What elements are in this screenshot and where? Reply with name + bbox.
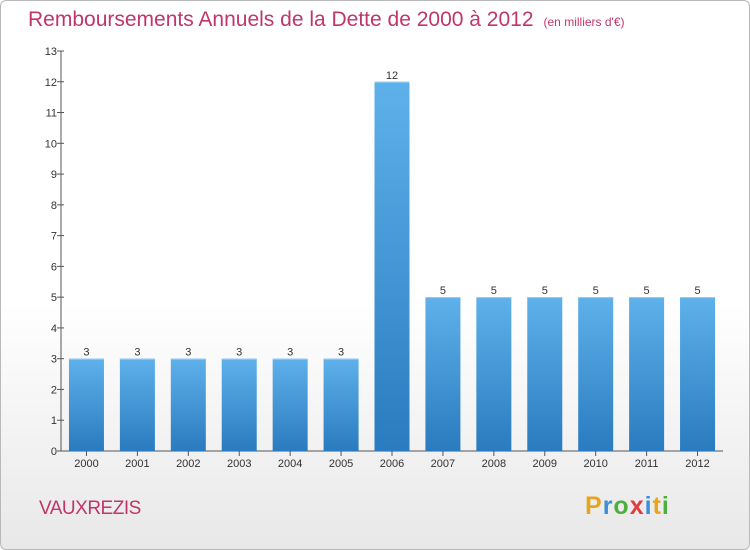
chart-title: Remboursements Annuels de la Dette de 20…	[28, 8, 625, 32]
x-tick-label: 2010	[583, 458, 607, 470]
x-tick-label: 2004	[278, 458, 302, 470]
logo-letter: r	[602, 492, 614, 520]
y-tick-label: 1	[51, 415, 57, 427]
bar	[527, 297, 563, 451]
chart-labels: 3 3 3 3 3 3 12 5 5 5 5 5 5	[83, 70, 700, 359]
x-tick-label: 2005	[329, 458, 353, 470]
proxiti-logo: Proxiti	[585, 492, 670, 521]
bar	[374, 81, 410, 452]
y-tick-label: 6	[51, 261, 57, 273]
data-label: 3	[83, 347, 89, 359]
y-tick-label: 10	[45, 138, 57, 150]
bar	[323, 358, 359, 451]
bar	[221, 358, 257, 451]
data-label: 5	[542, 285, 548, 297]
y-tick-label: 11	[46, 108, 57, 120]
x-tick-label: 2000	[74, 458, 98, 470]
data-label: 3	[236, 347, 242, 359]
y-tick-label: 7	[51, 231, 57, 243]
y-tick-label: 0	[51, 446, 57, 458]
x-tick-label: 2001	[125, 458, 149, 470]
data-label: 5	[644, 285, 650, 297]
data-label: 12	[386, 70, 398, 82]
x-tick-label: 2003	[227, 458, 251, 470]
y-tick-label: 9	[51, 169, 57, 181]
logo-letter: P	[585, 492, 603, 520]
logo-letter: i	[661, 492, 670, 520]
chart-subtitle: (en milliers d'€)	[543, 15, 625, 29]
logo-letter: t	[652, 492, 662, 520]
data-label: 3	[287, 347, 293, 359]
logo-letter: x	[629, 492, 645, 520]
city-name: VAUXREZIS	[39, 498, 141, 519]
data-label: 3	[338, 347, 344, 359]
bar	[629, 297, 665, 451]
chart-title-text: Remboursements Annuels de la Dette de 20…	[28, 8, 534, 31]
x-tick-label: 2008	[482, 458, 506, 470]
x-tick-label: 2012	[685, 458, 709, 470]
bar	[425, 297, 461, 451]
y-tick-label: 5	[51, 292, 57, 304]
y-tick-label: 8	[51, 200, 57, 212]
data-label: 3	[134, 347, 140, 359]
bar	[476, 297, 512, 451]
bar	[170, 358, 206, 451]
data-label: 3	[185, 347, 191, 359]
chart-bars	[68, 81, 716, 452]
bar	[680, 297, 716, 451]
data-label: 5	[593, 285, 599, 297]
y-tick-label: 12	[45, 77, 57, 89]
y-tick-label: 13	[45, 46, 57, 58]
logo-letter: o	[613, 492, 630, 520]
bar	[272, 358, 308, 451]
x-tick-label: 2009	[533, 458, 557, 470]
bar	[578, 297, 614, 451]
x-tick-label: 2006	[380, 458, 404, 470]
bar	[68, 358, 104, 451]
bar	[119, 358, 155, 451]
logo-letter: i	[644, 492, 653, 520]
data-label: 5	[440, 285, 446, 297]
x-tick-label: 2007	[431, 458, 455, 470]
y-tick-label: 4	[51, 323, 57, 335]
y-tick-label: 3	[51, 354, 57, 366]
y-tick-label: 2	[51, 384, 57, 396]
data-label: 5	[491, 285, 497, 297]
x-tick-label: 2011	[635, 458, 659, 470]
x-tick-label: 2002	[176, 458, 200, 470]
data-label: 5	[694, 285, 700, 297]
